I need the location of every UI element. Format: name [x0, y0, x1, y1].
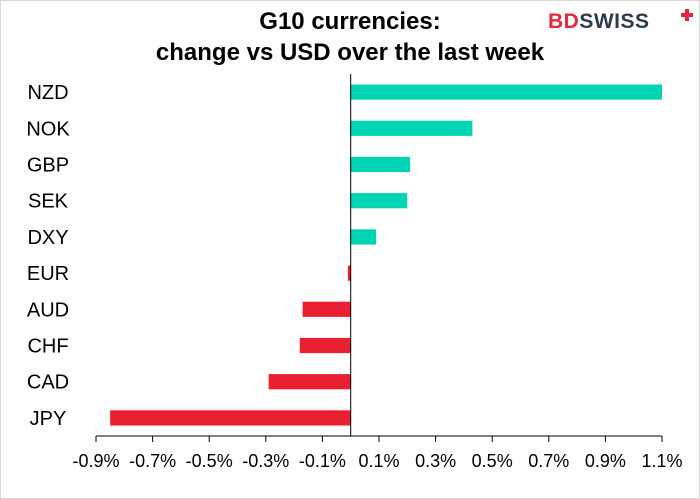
category-label-dxy: DXY [27, 227, 68, 249]
x-tick-label: 0.3% [415, 451, 456, 471]
logo-text-swiss: SWISS [579, 10, 650, 33]
bar-nzd [350, 84, 662, 100]
x-tick-label: -0.9% [72, 451, 119, 471]
chart-title-line-1: G10 currencies: [259, 8, 441, 35]
bar-jpy [110, 410, 351, 426]
bdswiss-logo: BDSWISS [548, 9, 693, 40]
logo-text-bd: BD [548, 10, 580, 33]
bar-nok [350, 120, 473, 136]
x-tick-label: -0.3% [242, 451, 289, 471]
category-label-gbp: GBP [27, 155, 69, 177]
x-tick-label: 0.7% [528, 451, 569, 471]
category-label-cad: CAD [27, 372, 69, 394]
category-label-sek: SEK [28, 191, 69, 213]
bar-eur [347, 265, 351, 281]
x-tick-label: 0.5% [472, 451, 513, 471]
swiss-cross-icon [681, 9, 693, 21]
category-label-nzd: NZD [27, 82, 68, 104]
bar-aud [302, 301, 351, 317]
chart-title: G10 currencies: change vs USD over the l… [95, 6, 605, 68]
x-tick-label: 1.1% [641, 451, 682, 471]
category-label-aud: AUD [27, 299, 69, 321]
x-tick-label: 0.9% [585, 451, 626, 471]
bar-cad [268, 374, 351, 390]
x-tick-label: -0.5% [186, 451, 233, 471]
category-label-nok: NOK [26, 118, 70, 140]
category-label-chf: CHF [27, 336, 68, 358]
bar-dxy [350, 229, 377, 245]
category-label-eur: EUR [27, 263, 69, 285]
bar-gbp [350, 156, 411, 173]
x-tick-label: -0.1% [299, 451, 346, 471]
category-label-jpy: JPY [30, 408, 67, 430]
bar-chf [299, 337, 351, 354]
bar-sek [350, 193, 408, 209]
x-tick-label: -0.7% [129, 451, 176, 471]
x-tick-label: 0.1% [358, 451, 399, 471]
chart-title-line-2: change vs USD over the last week [155, 39, 545, 66]
